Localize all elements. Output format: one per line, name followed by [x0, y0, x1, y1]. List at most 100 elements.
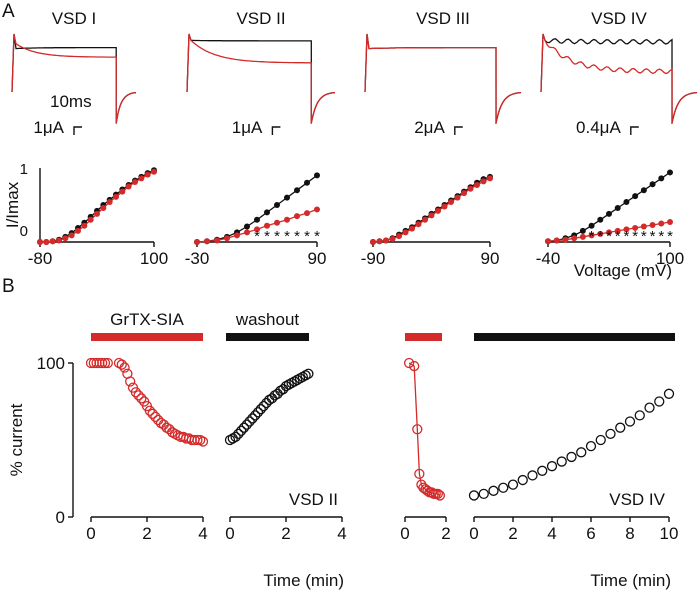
data-point — [546, 461, 558, 472]
data-point — [314, 206, 320, 213]
data-point — [507, 479, 519, 490]
data-point — [214, 237, 220, 244]
data-point — [167, 427, 178, 438]
x-tick-label: 0 — [86, 524, 95, 543]
data-point — [244, 229, 250, 236]
data-point — [224, 235, 230, 242]
trace-title: VSD III — [416, 9, 470, 28]
data-point — [480, 178, 487, 185]
data-point — [255, 404, 266, 415]
significance-marker: * — [284, 228, 290, 245]
data-point — [234, 232, 240, 239]
data-point — [597, 230, 604, 237]
application-bar-label: GrTX-SIA — [110, 310, 184, 329]
data-point — [119, 362, 130, 373]
data-point — [241, 419, 252, 430]
data-point — [545, 238, 551, 245]
trace-title: VSD IV — [591, 9, 647, 28]
data-point — [197, 436, 209, 447]
data-point — [294, 187, 300, 194]
data-point — [432, 488, 443, 500]
panel-annotation: VSD IV — [609, 490, 665, 509]
data-point — [658, 175, 665, 182]
iv-chart-2: -30 90* * * * * * * — [185, 172, 327, 268]
trace-panel-4: VSD IV 0.4μA — [540, 9, 698, 137]
data-point — [132, 179, 138, 186]
trace-title: VSD II — [236, 9, 285, 28]
data-point — [294, 213, 300, 220]
x-axis-label: Time (min) — [590, 571, 671, 590]
data-point — [649, 221, 656, 228]
data-point — [667, 169, 673, 176]
data-point — [640, 187, 647, 194]
significance-marker: * — [274, 228, 280, 245]
data-point — [113, 193, 119, 200]
data-point — [106, 199, 113, 206]
data-point — [658, 220, 665, 227]
data-point — [649, 181, 656, 188]
data-point — [517, 474, 528, 486]
scale-bar — [73, 126, 82, 135]
current-trace — [186, 33, 336, 124]
data-point — [297, 371, 308, 383]
data-point — [606, 210, 612, 217]
data-point — [224, 434, 236, 446]
trace-title: VSD I — [52, 9, 96, 28]
data-point — [498, 482, 509, 493]
data-point — [527, 470, 538, 481]
data-point — [314, 172, 320, 179]
data-point — [244, 416, 255, 427]
application-bar — [405, 333, 442, 341]
data-point — [640, 223, 647, 230]
scale-current-label: 1μA — [232, 118, 263, 137]
data-point — [280, 380, 292, 392]
data-point — [624, 416, 636, 427]
iv-chart-4: -40 100* * * * * * * * * *Voltage (mV) — [536, 169, 684, 280]
x-tick-label: 4 — [198, 524, 207, 543]
data-point — [192, 434, 203, 446]
data-point — [56, 237, 62, 244]
x-tick-label: -90 — [361, 249, 386, 268]
significance-marker: * — [658, 228, 664, 245]
data-point — [474, 182, 480, 189]
data-point — [553, 237, 560, 244]
x-tick-label: 4 — [547, 524, 556, 543]
significance-marker: * — [264, 228, 270, 245]
data-point — [571, 235, 578, 242]
data-point — [614, 204, 621, 211]
significance-marker: * — [667, 228, 673, 245]
data-point — [585, 441, 597, 452]
data-point — [195, 434, 206, 446]
x-tick-label: -80 — [28, 249, 53, 268]
data-point — [303, 368, 314, 379]
data-point — [250, 410, 261, 421]
data-point — [292, 374, 303, 386]
data-point — [274, 202, 280, 208]
data-point — [284, 194, 290, 201]
x-tick-label: 90 — [308, 249, 327, 268]
data-point — [284, 216, 290, 223]
current-traces: VSD I 10ms 1μA VSD II 1μA VSD III 2μA VSD IV 0.4… — [11, 9, 698, 137]
x-tick-label: 2 — [142, 524, 151, 543]
iv-chart-3: -90 90 — [361, 173, 499, 268]
significance-marker: * — [641, 228, 647, 245]
data-point — [289, 376, 300, 387]
data-point — [304, 210, 310, 217]
data-point — [144, 171, 151, 178]
scale-bar — [271, 126, 281, 135]
x-tick-label: -30 — [185, 249, 210, 268]
data-point — [236, 425, 247, 436]
data-point — [370, 239, 376, 245]
data-point — [144, 405, 155, 416]
y-tick-label: 0 — [56, 508, 65, 527]
scale-bar — [454, 126, 463, 135]
data-point — [403, 357, 415, 369]
x-tick-label: 100 — [140, 249, 168, 268]
x-tick-label: 100 — [656, 249, 684, 268]
data-point — [150, 411, 161, 423]
x-tick-label: 2 — [281, 524, 290, 543]
y-tick-label: 100 — [37, 354, 65, 373]
noisy-trace — [540, 33, 698, 124]
iv-curves: 10I/Imax-80 100 -30 90* * * * * * *-90 90 -40 100* * *… — [3, 161, 684, 280]
